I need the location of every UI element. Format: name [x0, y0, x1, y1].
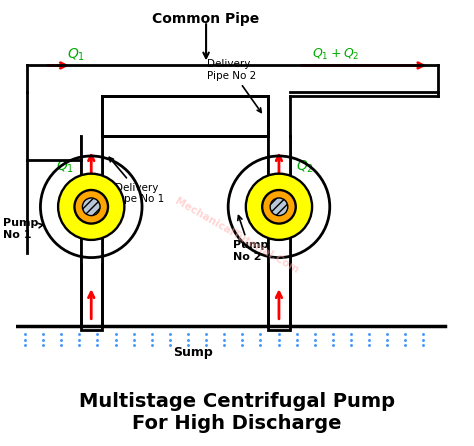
Text: $Q_1$: $Q_1$: [67, 46, 85, 62]
Text: $Q_1+Q_2$: $Q_1+Q_2$: [311, 47, 359, 62]
Bar: [81, 136, 102, 330]
Circle shape: [262, 190, 296, 223]
Circle shape: [82, 198, 100, 215]
Text: Pump
No 2: Pump No 2: [233, 215, 268, 262]
Circle shape: [246, 173, 312, 240]
Text: MechanicalTutorial.Com: MechanicalTutorial.Com: [173, 196, 301, 275]
Polygon shape: [81, 132, 102, 262]
Text: Pump
No 1: Pump No 1: [3, 218, 44, 240]
Text: Sump: Sump: [173, 346, 213, 359]
Text: $Q_2$: $Q_2$: [296, 159, 314, 175]
Text: Common Pipe: Common Pipe: [153, 12, 260, 26]
Polygon shape: [102, 96, 268, 136]
Text: Multistage Centrifugal Pump
For High Discharge: Multistage Centrifugal Pump For High Dis…: [79, 392, 395, 434]
Text: Delivery
Pipe No 2: Delivery Pipe No 2: [207, 59, 261, 112]
Circle shape: [270, 198, 288, 215]
Circle shape: [58, 173, 124, 240]
Bar: [268, 136, 290, 330]
Polygon shape: [268, 132, 290, 262]
Text: $Q_1$: $Q_1$: [56, 159, 74, 175]
Text: Delivery
Pipe No 1: Delivery Pipe No 1: [109, 157, 164, 204]
Circle shape: [74, 190, 108, 223]
